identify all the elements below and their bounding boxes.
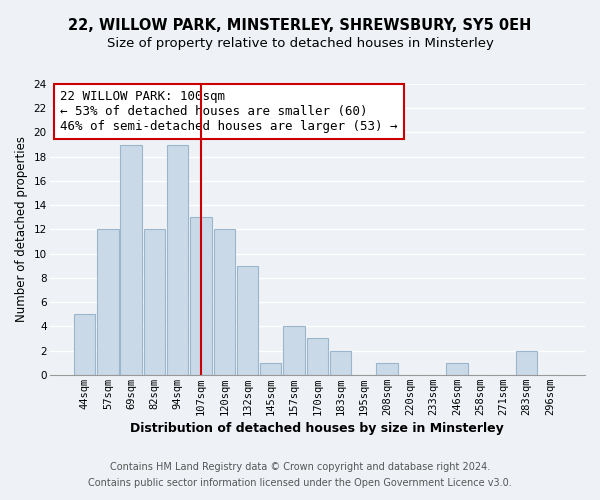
- Bar: [283, 326, 305, 375]
- Bar: [74, 314, 95, 375]
- Text: Contains HM Land Registry data © Crown copyright and database right 2024.: Contains HM Land Registry data © Crown c…: [110, 462, 490, 472]
- Bar: [330, 350, 351, 375]
- Bar: [121, 144, 142, 375]
- Bar: [307, 338, 328, 375]
- Text: 22 WILLOW PARK: 100sqm
← 53% of detached houses are smaller (60)
46% of semi-det: 22 WILLOW PARK: 100sqm ← 53% of detached…: [60, 90, 398, 133]
- Bar: [446, 362, 467, 375]
- X-axis label: Distribution of detached houses by size in Minsterley: Distribution of detached houses by size …: [130, 422, 504, 435]
- Bar: [260, 362, 281, 375]
- Bar: [516, 350, 538, 375]
- Text: 22, WILLOW PARK, MINSTERLEY, SHREWSBURY, SY5 0EH: 22, WILLOW PARK, MINSTERLEY, SHREWSBURY,…: [68, 18, 532, 32]
- Bar: [376, 362, 398, 375]
- Bar: [214, 230, 235, 375]
- Bar: [97, 230, 119, 375]
- Text: Size of property relative to detached houses in Minsterley: Size of property relative to detached ho…: [107, 38, 493, 51]
- Bar: [237, 266, 258, 375]
- Bar: [190, 218, 212, 375]
- Text: Contains public sector information licensed under the Open Government Licence v3: Contains public sector information licen…: [88, 478, 512, 488]
- Bar: [167, 144, 188, 375]
- Y-axis label: Number of detached properties: Number of detached properties: [15, 136, 28, 322]
- Bar: [144, 230, 165, 375]
